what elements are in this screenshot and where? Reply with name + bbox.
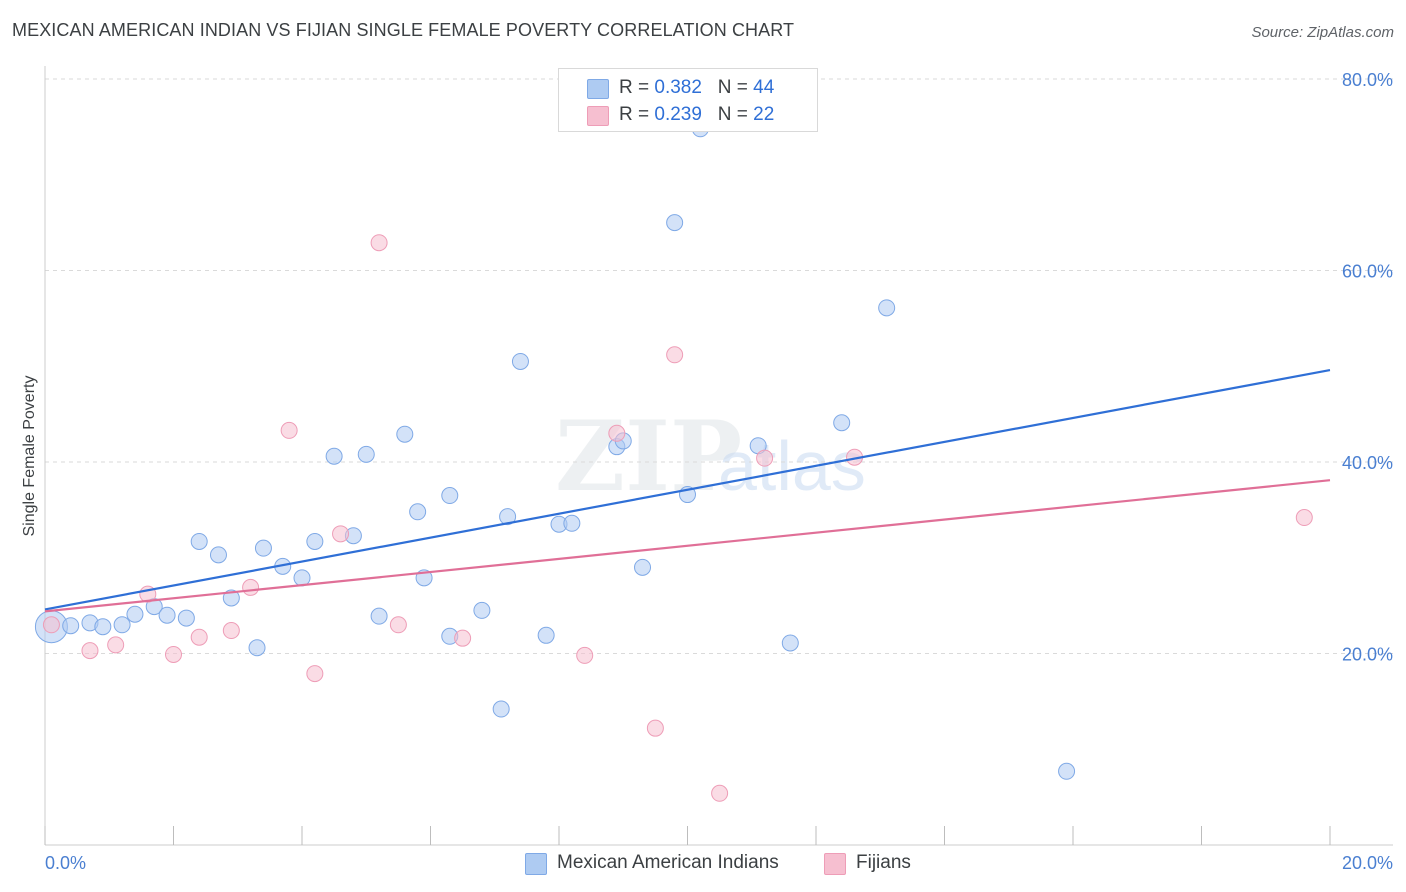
y-tick-label: 40.0% [1342, 453, 1393, 473]
x-tick-labels: 0.0% 20.0% [45, 853, 1393, 873]
point-mexican-american-indians [396, 425, 414, 443]
point-mexican-american-indians [222, 589, 240, 607]
trend-lines [44, 368, 1331, 613]
point-mexican-american-indians [94, 618, 112, 636]
point-mexican-american-indians [158, 606, 176, 624]
y-tick-labels: 20.0% 40.0% 60.0% 80.0% [1342, 70, 1393, 665]
point-mexican-american-indians [537, 626, 555, 644]
point-mexican-american-indians [878, 299, 896, 317]
trend-line-mexican-american-indians [44, 368, 1331, 611]
point-fijians [389, 616, 407, 634]
point-fijians [190, 628, 208, 646]
legend-n-label: N = [717, 77, 754, 98]
watermark-atlas: atlas [718, 427, 866, 505]
point-fijians [576, 646, 594, 664]
point-mexican-american-indians [113, 616, 131, 634]
legend-n-value: 22 [753, 104, 775, 125]
legend-r-label: R = [619, 104, 655, 125]
legend-n-label: N = [717, 104, 754, 125]
legend-swatch-pink [587, 106, 609, 126]
x-tick-label: 0.0% [45, 853, 86, 873]
point-mexican-american-indians [190, 532, 208, 550]
legend-row-fijians: R = 0.239 N = 22 [587, 104, 774, 128]
x-tick-marks [44, 826, 1331, 845]
point-fijians [42, 616, 60, 634]
x-tick-label: 20.0% [1342, 853, 1393, 873]
source-note: Source: ZipAtlas.com [1251, 24, 1394, 41]
series-name: Mexican American Indians [557, 852, 779, 873]
watermark-zip: ZIP [555, 400, 742, 513]
point-fijians [756, 449, 774, 467]
legend-n-value: 44 [753, 77, 775, 98]
legend-swatch-blue [587, 79, 609, 99]
point-mexican-american-indians [62, 617, 80, 635]
point-mexican-american-indians [126, 605, 144, 623]
point-fijians [242, 578, 260, 596]
point-mexican-american-indians [370, 607, 388, 625]
point-mexican-american-indians [409, 503, 427, 521]
point-mexican-american-indians [209, 546, 227, 564]
point-mexican-american-indians [248, 639, 266, 657]
point-mexican-american-indians [254, 539, 272, 557]
point-mexican-american-indians [833, 414, 851, 432]
point-fijians [306, 665, 324, 683]
point-fijians [81, 642, 99, 660]
y-axis-label: Single Female Poverty [21, 376, 38, 537]
trend-line-fijians [44, 479, 1331, 613]
chart-title: MEXICAN AMERICAN INDIAN VS FIJIAN SINGLE… [12, 20, 795, 40]
y-tick-label: 20.0% [1342, 645, 1393, 665]
point-fijians [107, 636, 125, 654]
gridlines [45, 78, 1393, 654]
point-fijians [370, 234, 388, 252]
legend-r-label: R = [619, 77, 655, 98]
correlation-legend: R = 0.382 N = 44 R = 0.239 N = 22 [558, 68, 818, 132]
point-mexican-american-indians [499, 508, 517, 526]
point-fijians [454, 629, 472, 647]
point-mexican-american-indians [357, 445, 375, 463]
axes [44, 66, 1393, 846]
point-fijians [608, 424, 626, 442]
legend-r-value: 0.239 [654, 104, 702, 125]
y-tick-label: 80.0% [1342, 70, 1393, 90]
point-mexican-american-indians [325, 447, 343, 465]
legend-swatch-blue [525, 853, 547, 875]
point-fijians [666, 346, 684, 364]
point-fijians [1295, 509, 1313, 527]
point-mexican-american-indians [1058, 762, 1076, 780]
series-name: Fijians [856, 852, 911, 873]
point-fijians [222, 622, 240, 640]
point-fijians [280, 421, 298, 439]
point-mexican-american-indians [634, 558, 652, 576]
y-tick-label: 60.0% [1342, 262, 1393, 282]
point-mexican-american-indians [473, 601, 491, 619]
point-mexican-american-indians [492, 700, 510, 718]
legend-r-value: 0.382 [654, 77, 702, 98]
point-mexican-american-indians [563, 514, 581, 532]
point-fijians [646, 719, 664, 737]
point-mexican-american-indians [781, 634, 799, 652]
point-mexican-american-indians [666, 214, 684, 232]
legend-row-mexican-american-indians: R = 0.382 N = 44 [587, 77, 774, 101]
point-mexican-american-indians [511, 352, 529, 370]
legend-swatch-pink [824, 853, 846, 875]
point-fijians [711, 784, 729, 802]
point-fijians [332, 525, 350, 543]
point-mexican-american-indians [177, 609, 195, 627]
point-mexican-american-indians [306, 532, 324, 550]
data-points [34, 120, 1313, 802]
point-mexican-american-indians [441, 487, 459, 505]
point-fijians [165, 645, 182, 663]
